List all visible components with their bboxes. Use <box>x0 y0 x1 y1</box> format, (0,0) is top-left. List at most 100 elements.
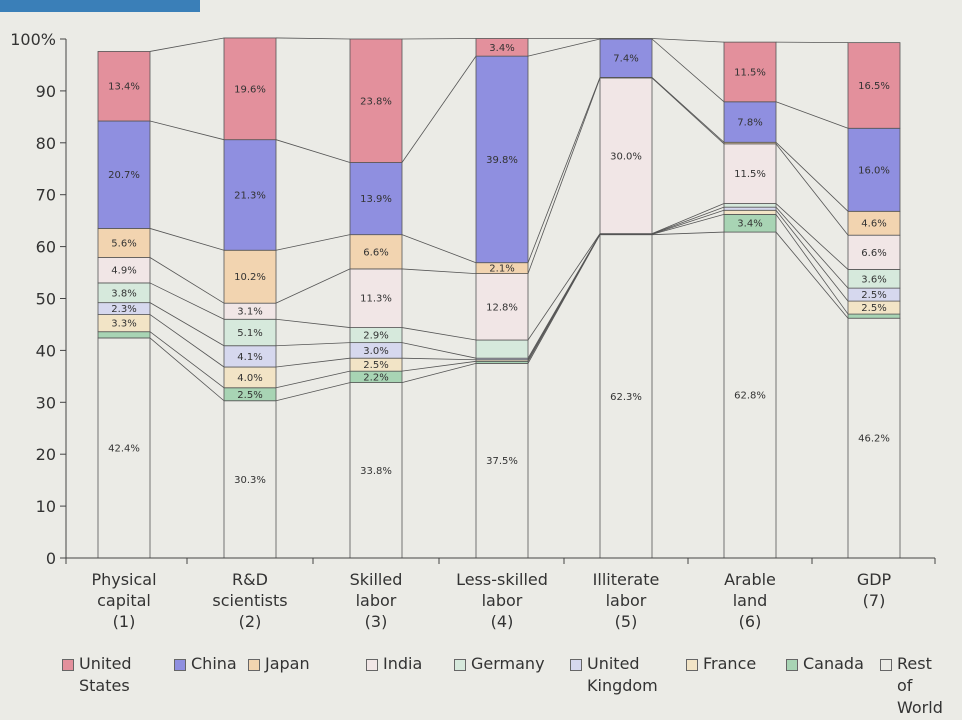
connector-line <box>775 101 849 129</box>
segment-label: 12.8% <box>486 302 518 313</box>
bar-segment <box>475 339 529 359</box>
legend-item: Germany <box>454 654 545 675</box>
y-tick-label: 80 <box>36 134 56 153</box>
connector-line <box>775 214 849 315</box>
connector-line <box>651 77 725 145</box>
segment-label: 2.3% <box>111 304 136 315</box>
segment-label: 3.3% <box>111 319 136 330</box>
x-category-label: Less-skilled labor (4) <box>456 570 548 631</box>
bar-segment <box>723 41 777 103</box>
connector-line <box>149 314 225 368</box>
x-category-label-line: Skilled <box>350 570 403 589</box>
connector-line <box>775 143 849 236</box>
connector-line <box>651 38 725 103</box>
legend-item: China <box>174 654 237 675</box>
segment-label: 6.6% <box>363 247 388 258</box>
bar-segment <box>97 337 151 559</box>
connector-line <box>527 77 601 274</box>
bar-segment <box>475 362 529 559</box>
connector-line <box>149 120 225 141</box>
bar-segment <box>349 234 403 270</box>
legend-item: Rest of World <box>880 654 952 719</box>
bar-segment <box>599 38 653 40</box>
legend-label: China <box>191 654 237 673</box>
bar-segment <box>223 400 277 559</box>
segment-label: 2.5% <box>861 290 886 301</box>
x-category-label-line: Arable <box>724 570 776 589</box>
segment-label: 2.5% <box>861 303 886 314</box>
connector-lines <box>149 37 849 402</box>
bar-segment <box>475 273 529 341</box>
segment-label: 3.0% <box>363 346 388 357</box>
y-tick-label: 90 <box>36 82 56 101</box>
x-category-label: Illiterate labor (5) <box>593 570 660 631</box>
connector-line <box>401 268 477 274</box>
connector-line <box>149 331 225 389</box>
legend-swatch <box>786 659 798 671</box>
bar-segment <box>223 37 277 141</box>
connector-line <box>401 342 477 359</box>
bar-segment <box>97 331 151 339</box>
bar-segment <box>223 318 277 347</box>
legend-label: United States <box>79 654 132 695</box>
segment-label: 13.4% <box>108 82 140 93</box>
segment-label: 5.6% <box>111 238 136 249</box>
connector-line <box>401 327 477 341</box>
connector-line <box>149 228 225 251</box>
legend-label: Japan <box>265 654 310 673</box>
segment-label: 39.8% <box>486 155 518 166</box>
x-category-label-line: (3) <box>365 612 388 631</box>
segment-label: 5.1% <box>237 328 262 339</box>
segment-label: 2.2% <box>363 372 388 383</box>
segment-label: 62.3% <box>610 392 642 403</box>
segment-label: 20.7% <box>108 170 140 181</box>
segment-label: 3.1% <box>237 307 262 318</box>
segment-label: 11.5% <box>734 169 766 180</box>
connector-line <box>275 234 351 251</box>
x-category-label-line: (4) <box>491 612 514 631</box>
segment-label: 4.1% <box>237 352 262 363</box>
x-category-label-line: Less-skilled <box>456 570 548 589</box>
connector-line <box>149 282 225 320</box>
segment-label: 11.5% <box>734 67 766 78</box>
x-category-label: GDP (7) <box>857 570 892 610</box>
segment-label: 13.9% <box>360 194 392 205</box>
x-category-label-line: scientists <box>212 591 287 610</box>
legend-swatch <box>686 659 698 671</box>
y-tick-label: 20 <box>36 445 56 464</box>
connector-line <box>775 206 849 289</box>
legend-swatch <box>454 659 466 671</box>
connector-line <box>275 357 351 368</box>
segment-label: 7.8% <box>737 118 762 129</box>
connector-line <box>651 38 725 43</box>
y-tick-label: 30 <box>36 393 56 412</box>
bar-segment <box>847 234 901 270</box>
y-tick-label: 10 <box>36 497 56 516</box>
connector-line <box>775 203 849 270</box>
legend-label: France <box>703 654 757 673</box>
bar-segment <box>599 38 653 78</box>
legend-item: United States <box>62 654 132 697</box>
stacked-bar-chart: 42.4%30.3%33.8%37.5%62.3% 62.8%46.2%2.5%2… <box>10 30 936 631</box>
segment-label: 3.4% <box>489 43 514 54</box>
segment-label: 16.5% <box>858 81 890 92</box>
segment-label: 33.8% <box>360 466 392 477</box>
segment-label: 21.3% <box>234 190 266 201</box>
legend-swatch <box>62 659 74 671</box>
connector-line <box>775 141 849 212</box>
connector-line <box>775 231 849 319</box>
axes: 0 10 20 30 40 50 60 70 80 90 100% <box>10 30 936 568</box>
segment-label: 2.5% <box>363 360 388 371</box>
legend-item: France <box>686 654 757 675</box>
y-tick-label: 50 <box>36 290 56 309</box>
legend-label: Canada <box>803 654 864 673</box>
segment-label: 3.4% <box>737 219 762 230</box>
y-tick-label: 70 <box>36 186 56 205</box>
legend-label: Rest of World <box>897 654 943 717</box>
connector-line <box>275 342 351 347</box>
legend-swatch <box>570 659 582 671</box>
legend-item: India <box>366 654 422 675</box>
bar-segment <box>599 77 653 235</box>
bar-segment <box>847 317 901 559</box>
y-tick-label: 40 <box>36 341 56 360</box>
